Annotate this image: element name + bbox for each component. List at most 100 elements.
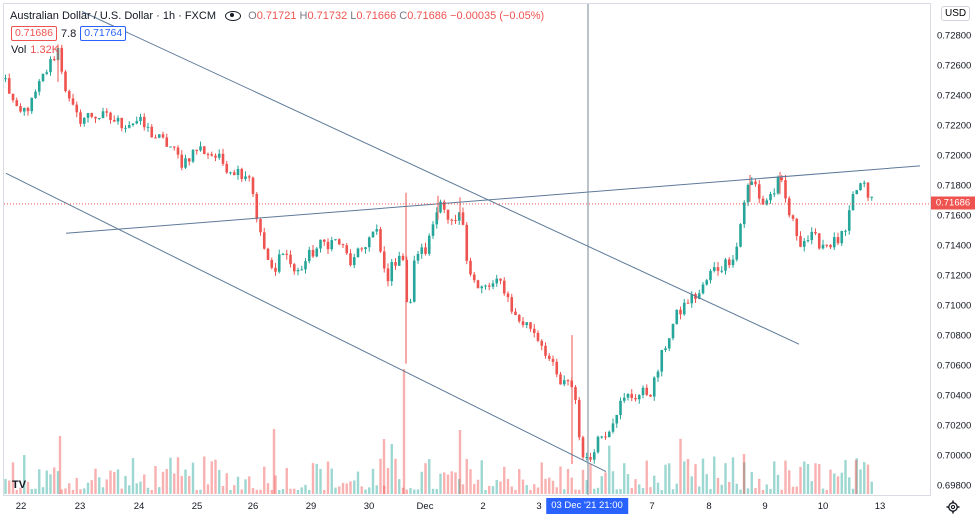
- volume-bar: [266, 483, 270, 494]
- volume-bar: [454, 472, 457, 494]
- volume-bar: [484, 489, 487, 494]
- eye-icon[interactable]: [225, 11, 242, 22]
- volume-bar: [750, 471, 753, 494]
- candle: [675, 309, 679, 324]
- volume-bar: [229, 489, 232, 494]
- volume-bar: [458, 478, 461, 494]
- volume-bar: [596, 487, 600, 494]
- time-tick-label: 30: [363, 501, 375, 512]
- volume-bar: [345, 483, 348, 494]
- candle: [217, 153, 221, 158]
- candle: [259, 219, 262, 233]
- candle: [754, 181, 757, 185]
- candle: [442, 201, 446, 210]
- candle: [52, 59, 56, 61]
- time-axis[interactable]: 22 23 24 25 26 29 30 Dec 2 3 7 8 9 10 13 03 Dec '21 21:…: [3, 496, 931, 518]
- tradingview-logo-icon[interactable]: TV: [12, 479, 27, 491]
- currency-button[interactable]: USD: [941, 6, 971, 21]
- candle: [187, 158, 191, 162]
- candle: [679, 309, 682, 315]
- volume-bar: [495, 480, 498, 494]
- volume-bar: [293, 488, 296, 494]
- volume-bar: [184, 469, 187, 494]
- candle: [705, 280, 709, 285]
- price-tick-label: 0.71600: [937, 210, 972, 222]
- volume-bar: [382, 439, 386, 494]
- candle: [34, 91, 37, 98]
- price-axis[interactable]: 0.72800 0.72600 0.72400 0.72200 0.72000 0.718…: [931, 3, 975, 496]
- volume-bar: [563, 489, 566, 494]
- volume-bar: [330, 468, 333, 494]
- volume-bar: [338, 486, 341, 494]
- candle: [330, 240, 334, 250]
- bid-price-button[interactable]: 0.71686: [11, 26, 57, 41]
- volume-bar: [60, 489, 63, 494]
- chart-svg[interactable]: [4, 4, 931, 496]
- candle: [761, 198, 765, 205]
- candle: [604, 436, 607, 438]
- gear-icon[interactable]: [946, 500, 960, 514]
- volume-bar: [690, 476, 693, 494]
- candle: [634, 398, 637, 400]
- candle: [671, 323, 675, 339]
- candle: [315, 248, 319, 257]
- volume-bar: [225, 473, 228, 494]
- candle: [124, 127, 127, 129]
- candle: [637, 395, 641, 400]
- candle: [375, 229, 379, 232]
- volume-bar: [525, 484, 528, 494]
- volume-bar: [154, 466, 157, 494]
- volume-bar: [634, 479, 637, 494]
- volume-bar: [416, 489, 420, 494]
- candle: [210, 154, 214, 156]
- candle: [352, 257, 356, 266]
- candle: [810, 231, 814, 241]
- volume-bar: [274, 475, 277, 494]
- volume-bar: [360, 486, 363, 494]
- candle: [769, 194, 772, 201]
- open-label: O: [248, 10, 257, 22]
- volume-bar: [656, 482, 660, 494]
- candle: [109, 112, 112, 121]
- volume-bar: [758, 478, 761, 494]
- candle: [364, 247, 367, 250]
- candle: [592, 452, 596, 460]
- candle: [431, 224, 435, 236]
- candle: [585, 457, 589, 459]
- volume-bar: [68, 483, 71, 494]
- price-tick-label: 0.72400: [937, 90, 972, 102]
- time-tick-label: 10: [817, 501, 829, 512]
- candle: [589, 457, 592, 460]
- volume-bar: [855, 458, 858, 494]
- volume-bar: [806, 463, 810, 494]
- candle: [472, 274, 476, 281]
- ask-price-button[interactable]: 0.71764: [80, 26, 127, 41]
- candle: [780, 177, 784, 181]
- volume-bar: [514, 489, 517, 494]
- volume-bar: [188, 476, 191, 494]
- candle: [146, 126, 150, 128]
- volume-bar: [773, 461, 776, 494]
- candle: [844, 230, 847, 232]
- volume-bar: [101, 487, 105, 494]
- candle: [307, 249, 311, 262]
- candle: [19, 106, 22, 112]
- candle: [840, 230, 844, 244]
- candle: [341, 244, 345, 246]
- volume-bar: [206, 484, 210, 494]
- candle: [611, 423, 615, 432]
- volume-bar: [79, 489, 82, 494]
- candle: [544, 345, 547, 356]
- candle: [664, 348, 667, 350]
- candle: [139, 116, 142, 122]
- volume-bar: [135, 483, 138, 494]
- price-tick-label: 0.71000: [937, 300, 972, 312]
- close-value: 0.71686: [407, 10, 447, 22]
- volume-bar: [713, 456, 716, 494]
- candle: [446, 209, 450, 220]
- volume-bar: [469, 469, 472, 494]
- volume-bar: [499, 481, 502, 494]
- candle: [195, 149, 199, 151]
- symbol-title[interactable]: Australian Dollar / U.S. Dollar · 1h · F…: [10, 10, 216, 22]
- chart-plot-area[interactable]: Australian Dollar / U.S. Dollar · 1h · F…: [3, 3, 931, 496]
